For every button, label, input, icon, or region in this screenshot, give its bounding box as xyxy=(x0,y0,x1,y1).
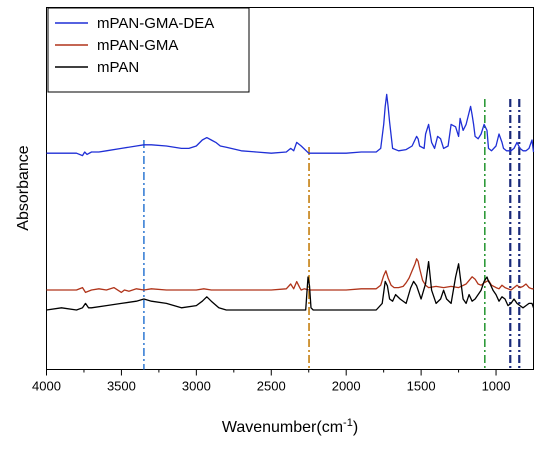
y-axis-title: Absorbance xyxy=(15,145,32,230)
legend: mPAN-GMA-DEA mPAN-GMA mPAN xyxy=(47,7,250,93)
legend-label-mPAN-GMA-DEA: mPAN-GMA-DEA xyxy=(97,15,214,32)
x-tick-label-4000: 4000 xyxy=(32,379,61,394)
x-tick-label-2500: 2500 xyxy=(257,379,286,394)
x-tick-label-1000: 1000 xyxy=(482,379,511,394)
legend-label-mPAN: mPAN xyxy=(97,59,139,76)
series-line-mPAN-GMA xyxy=(46,258,534,294)
series-line-mPAN xyxy=(46,260,535,311)
x-tick-label-3000: 3000 xyxy=(182,379,211,394)
series-line-mPAN-GMA-DEA xyxy=(46,93,535,157)
reference-lines xyxy=(143,99,521,370)
plot-area-frame xyxy=(46,7,534,370)
legend-label-mPAN-GMA: mPAN-GMA xyxy=(97,37,178,54)
x-axis-title: Wavenumber(cm-1) xyxy=(222,417,358,436)
x-tick-label-2000: 2000 xyxy=(332,379,361,394)
x-axis-ticks: 4000 3500 3000 2500 2000 1500 1000 xyxy=(32,369,511,394)
x-tick-label-1500: 1500 xyxy=(407,379,436,394)
x-tick-label-3500: 3500 xyxy=(107,379,136,394)
legend-frame xyxy=(47,7,250,93)
spectra-series xyxy=(46,93,535,311)
